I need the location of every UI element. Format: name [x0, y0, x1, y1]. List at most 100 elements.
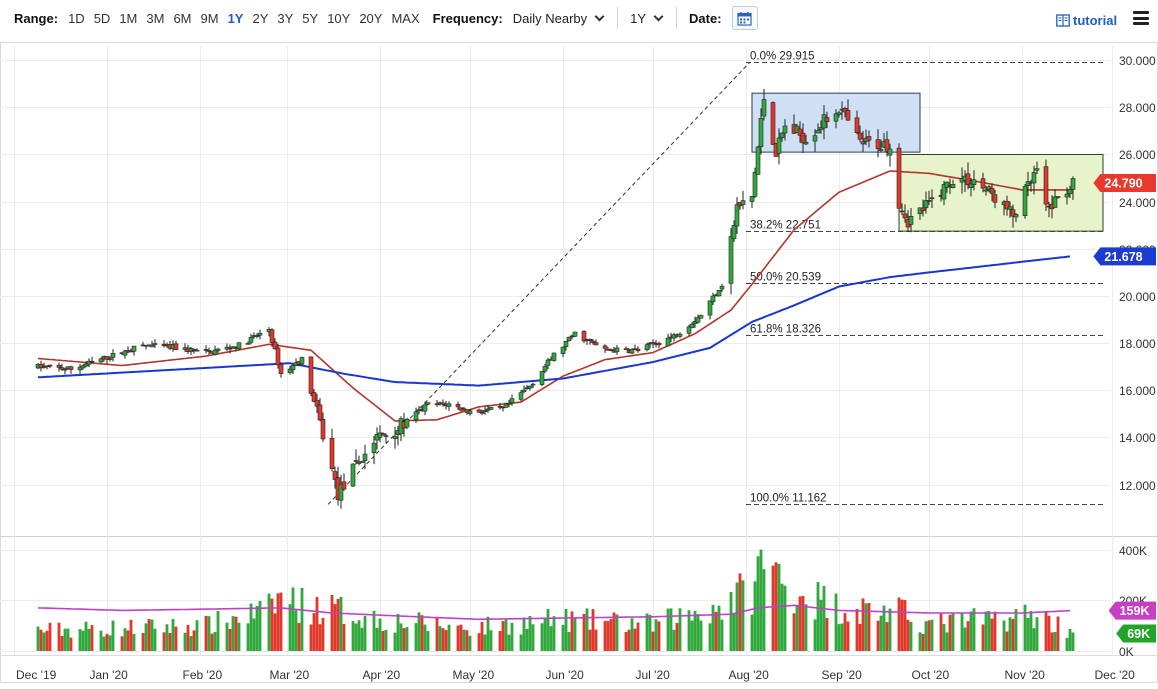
- range-button-2y[interactable]: 2Y: [252, 10, 269, 26]
- candle-up: [1070, 178, 1076, 190]
- volume-bar: [57, 622, 61, 651]
- x-tick-label: Dec '20: [1095, 668, 1136, 682]
- candle-down: [320, 418, 326, 440]
- volume-bar: [66, 628, 70, 651]
- volume-bar: [105, 633, 109, 651]
- volume-bar: [1035, 617, 1039, 651]
- candle-up: [509, 398, 515, 404]
- range-button-10y[interactable]: 10Y: [327, 10, 351, 26]
- candle-up: [716, 289, 722, 297]
- calendar-button[interactable]: [731, 6, 758, 30]
- range-button-6m[interactable]: 6M: [173, 10, 192, 26]
- volume-bar: [594, 629, 598, 651]
- volume-bar: [627, 629, 631, 651]
- candle-up: [755, 146, 761, 175]
- volume-bar: [987, 611, 991, 651]
- candle-down: [926, 200, 932, 202]
- hamburger-menu-icon[interactable]: [1133, 11, 1149, 25]
- last-price-badge: 24.790: [1093, 174, 1156, 193]
- volume-bar: [837, 624, 841, 651]
- range-button-1m[interactable]: 1M: [119, 10, 138, 26]
- candle-up: [107, 358, 113, 360]
- candle-up: [254, 335, 260, 337]
- volume-bar: [939, 613, 943, 651]
- range-button-5d[interactable]: 5D: [93, 10, 111, 26]
- candle-up: [929, 197, 935, 200]
- candle-up: [803, 141, 809, 145]
- volume-bar: [603, 620, 607, 651]
- x-tick-label: Apr '20: [363, 668, 401, 682]
- candle-up: [740, 200, 746, 206]
- candle-up: [1025, 181, 1031, 187]
- frequency-select[interactable]: Daily Nearby: [513, 11, 605, 26]
- x-tick-label: Jan '20: [90, 668, 129, 682]
- volume-bar: [813, 619, 817, 651]
- volume-bar: [459, 624, 463, 651]
- x-tick-label: Sep '20: [822, 668, 863, 682]
- candle-up: [686, 326, 692, 334]
- candle-down: [191, 348, 197, 351]
- candle-up: [812, 135, 818, 142]
- candle-up: [758, 118, 764, 147]
- volume-bar: [84, 621, 88, 651]
- volume-bar: [300, 588, 304, 651]
- range-button-max[interactable]: MAX: [391, 10, 420, 26]
- volume-bar: [108, 635, 112, 651]
- volume-bar: [711, 604, 715, 651]
- volume-bar: [948, 614, 952, 651]
- volume-bar: [792, 613, 796, 651]
- x-tick-label: Nov '20: [1005, 668, 1046, 682]
- volume-bar: [48, 622, 52, 651]
- calendar-icon: [737, 11, 752, 26]
- volume-bar: [699, 620, 703, 651]
- volume-bar: [321, 618, 325, 651]
- volume-bar: [438, 626, 442, 651]
- candle-down: [59, 367, 65, 370]
- candle-up: [62, 368, 68, 371]
- volume-bar: [225, 622, 229, 651]
- volume-bar: [336, 598, 340, 651]
- volume-bar: [1050, 632, 1054, 651]
- price-chart[interactable]: Dec '19 Jan '20 Feb '20 Mar '20 Apr '20 May '…: [0, 36, 1158, 689]
- candle-up: [1067, 189, 1073, 195]
- candle-up: [1034, 168, 1040, 171]
- range-button-20y[interactable]: 20Y: [359, 10, 383, 26]
- volume-bar: [213, 632, 217, 651]
- range-button-3y[interactable]: 3Y: [277, 10, 294, 26]
- x-tick-label: Jun '20: [546, 668, 585, 682]
- candle-down: [602, 345, 608, 349]
- period-select[interactable]: 1Y: [630, 11, 664, 26]
- range-button-3m[interactable]: 3M: [146, 10, 165, 26]
- volume-bar: [546, 608, 550, 651]
- volume-bar: [498, 631, 502, 651]
- volume-bar: [687, 610, 691, 651]
- volume-bar: [330, 595, 334, 651]
- volume-bar: [270, 598, 274, 651]
- volume-bar: [312, 613, 316, 651]
- volume-bar: [882, 605, 886, 651]
- range-button-9m[interactable]: 9M: [200, 10, 219, 26]
- volume-bar: [273, 613, 277, 651]
- range-button-1d[interactable]: 1D: [68, 10, 85, 26]
- range-button-5y[interactable]: 5Y: [302, 10, 319, 26]
- fib-level-label: 50.0% 20.539: [750, 272, 821, 284]
- candle-up: [149, 344, 155, 348]
- candle-down: [380, 433, 386, 436]
- volume-bar: [564, 609, 568, 651]
- candle-down: [269, 329, 275, 343]
- volume-bar: [405, 627, 409, 651]
- candle-down: [902, 213, 908, 219]
- volume-bar: [717, 605, 721, 651]
- last-price-badge-text: 24.790: [1104, 177, 1142, 191]
- candle-up: [521, 389, 527, 393]
- range-button-1y[interactable]: 1Y: [227, 10, 244, 26]
- candle-up: [950, 184, 956, 188]
- volume-bar: [645, 613, 649, 651]
- candle-down: [656, 342, 662, 346]
- tutorial-link[interactable]: tutorial: [1056, 13, 1117, 28]
- volume-bar: [249, 603, 253, 651]
- volume-bar: [549, 626, 553, 651]
- volume-bar: [930, 619, 934, 651]
- candle-up: [815, 130, 821, 134]
- volume-bar: [531, 624, 535, 651]
